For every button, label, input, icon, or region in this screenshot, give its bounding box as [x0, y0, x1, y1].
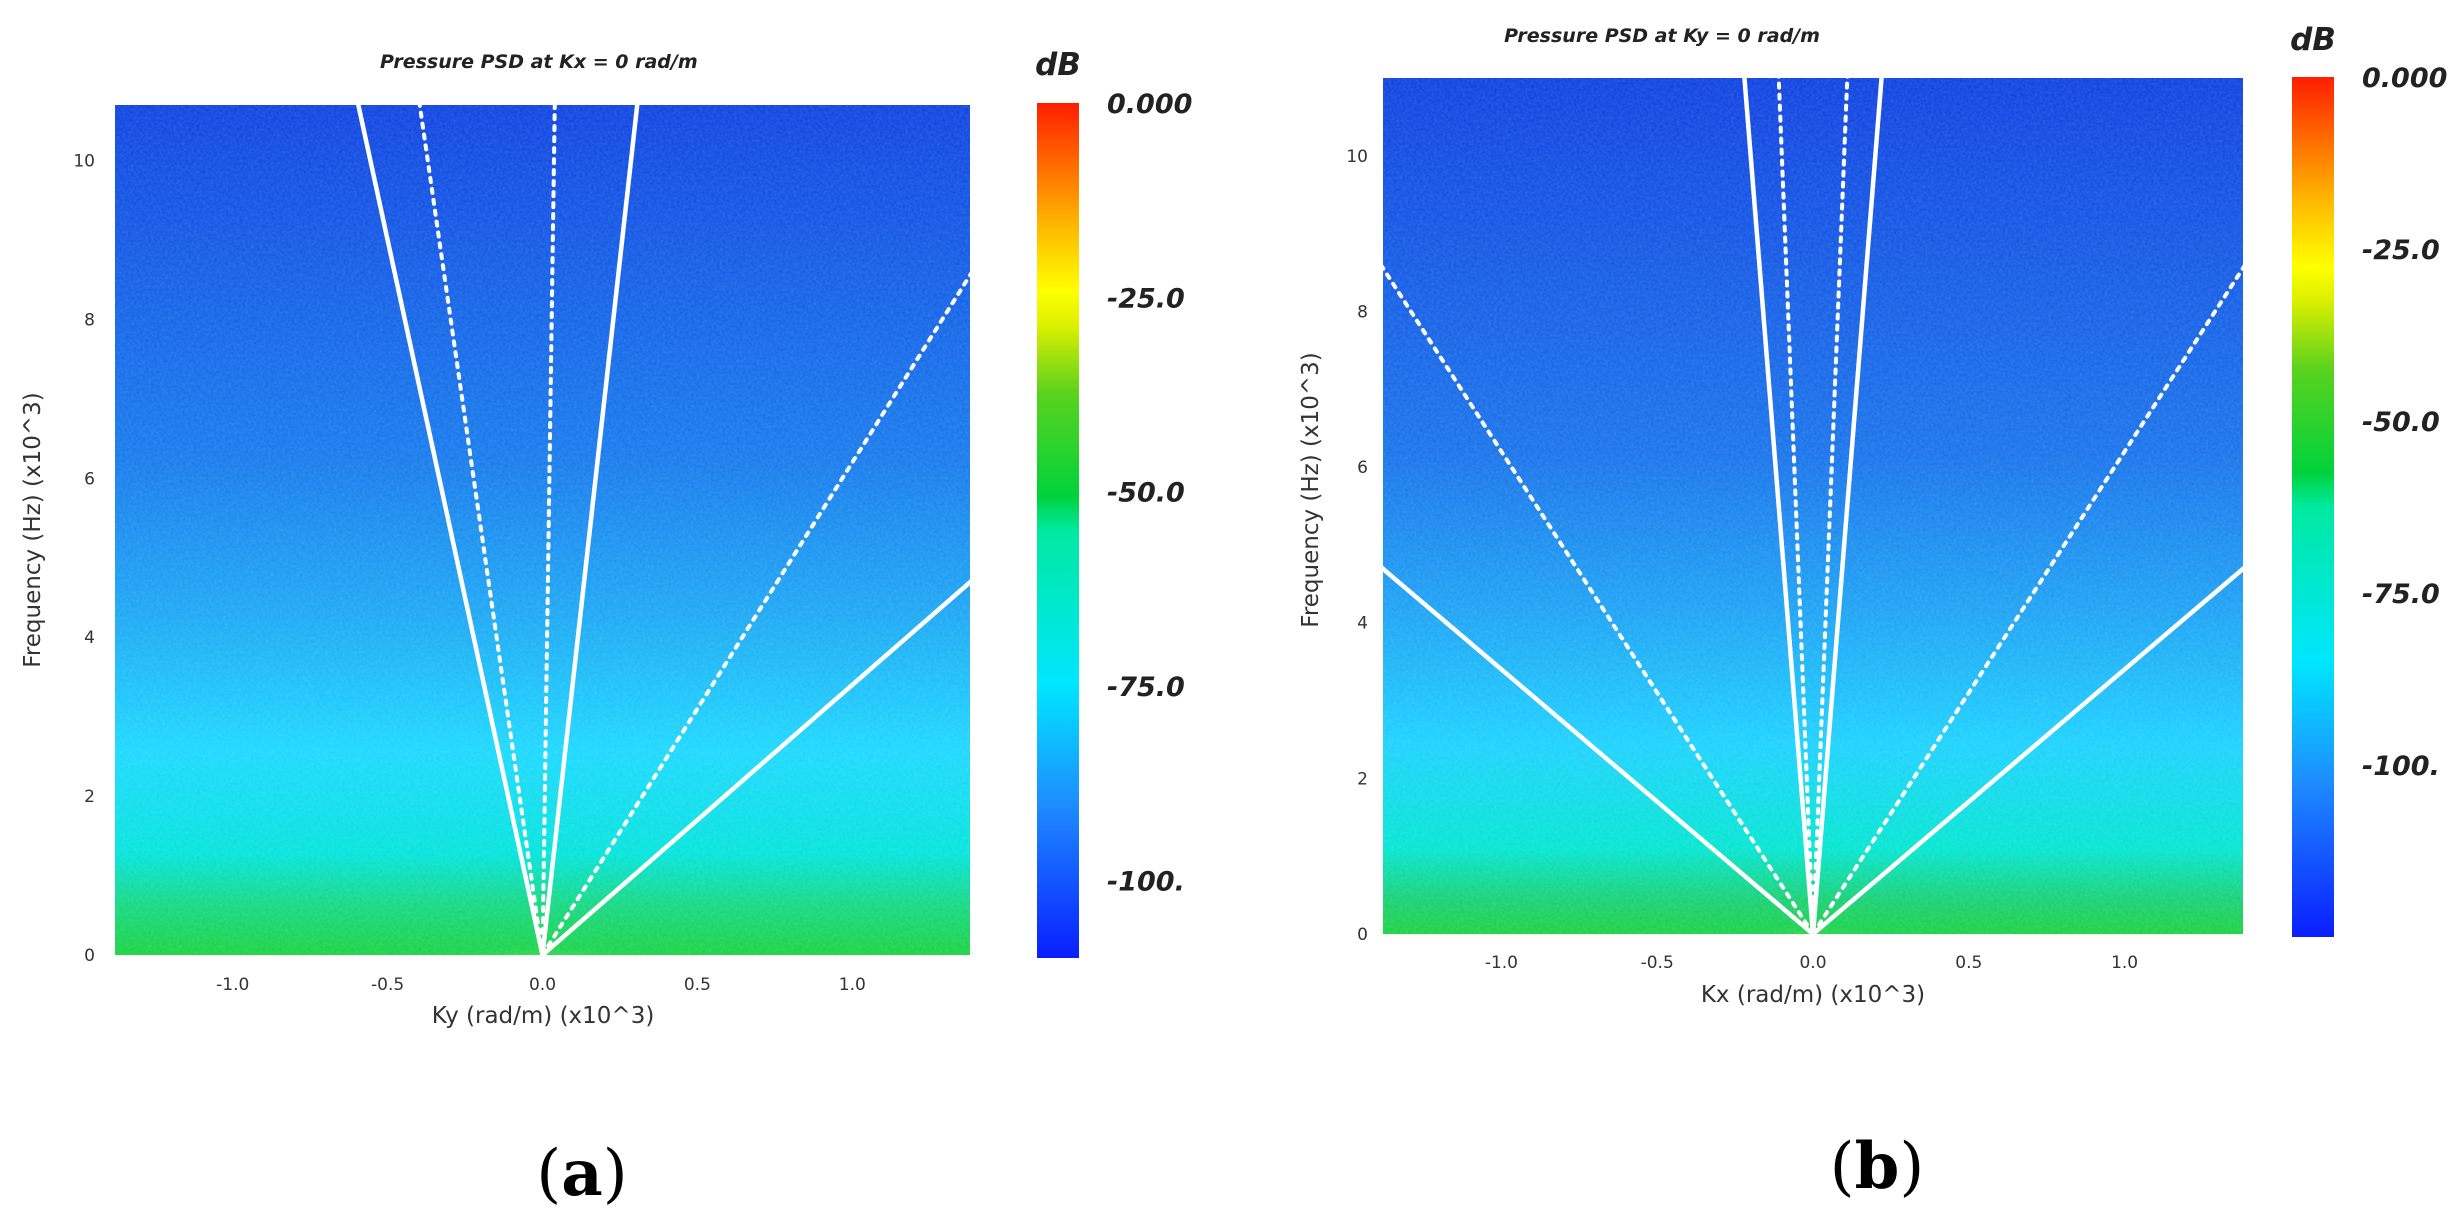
colorbar-tick-label: -50.0 — [2362, 407, 2440, 438]
colorbar-tick-label: -25.0 — [1107, 283, 1185, 314]
plot-title: Pressure PSD at Ky = 0 rad/m — [1504, 25, 1820, 47]
colorbar-tick-label: -50.0 — [1107, 478, 1185, 509]
heatmap-noise — [115, 105, 970, 955]
y-tick-label: 2 — [84, 787, 95, 807]
dotted-overlay-line — [1811, 78, 1850, 934]
solid-overlay-line — [541, 579, 970, 955]
y-tick-label: 4 — [84, 628, 95, 648]
colorbar-tick-label: 0.000 — [2362, 63, 2447, 94]
plot-title: Pressure PSD at Kx = 0 rad/m — [380, 51, 698, 73]
colorbar-unit: dB — [1035, 47, 1081, 83]
dotted-overlay-line — [1776, 78, 1815, 934]
x-tick-label: -0.5 — [371, 975, 404, 995]
colorbar-unit: dB — [2290, 22, 2336, 58]
x-axis-ticks: -1.0 -0.5 0.0 0.5 1.0 — [216, 975, 866, 995]
y-tick-label: 0 — [1357, 925, 1368, 945]
colorbar-tick-label: -25.0 — [2362, 235, 2440, 266]
colorbar-ticks: 0.000 -25.0 -50.0 -75.0 -100. — [2362, 63, 2447, 782]
overlay-lines — [356, 105, 970, 955]
colorbar-tick-label: -75.0 — [1107, 672, 1185, 703]
y-axis-label: Frequency (Hz) (x10^3) — [20, 392, 46, 667]
solid-overlay-line — [1811, 565, 2243, 934]
y-tick-label: 2 — [1357, 769, 1368, 789]
x-tick-label: -1.0 — [1485, 953, 1518, 973]
heatmap-b — [1383, 78, 2243, 934]
x-tick-label: 0.5 — [1955, 953, 1982, 973]
colorbar-tick-label: 0.000 — [1107, 89, 1192, 120]
y-tick-label: 10 — [1346, 147, 1368, 167]
solid-overlay-line — [1810, 78, 1884, 934]
colorbar: dB 0.000 -25.0 -50.0 -75.0 -100. — [2290, 22, 2447, 937]
dotted-overlay-line — [540, 105, 557, 955]
x-axis-label: Kx (rad/m) (x10^3) — [1701, 982, 1925, 1008]
y-tick-label: 6 — [1357, 458, 1368, 478]
colorbar-tick-label: -75.0 — [2362, 579, 2440, 610]
panel-a: Pressure PSD at Kx = 0 rad/m -1.0 -0.5 0.0… — [20, 47, 1192, 1211]
dotted-overlay-line — [540, 271, 970, 955]
heatmap-a — [115, 105, 970, 955]
colorbar-gradient — [2292, 77, 2334, 937]
y-tick-label: 4 — [1357, 614, 1368, 634]
heatmap-noise — [1383, 78, 2243, 934]
y-tick-label: 0 — [84, 946, 95, 966]
panel-caption: (a) — [536, 1136, 627, 1211]
colorbar-ticks: 0.000 -25.0 -50.0 -75.0 -100. — [1107, 89, 1192, 897]
solid-overlay-line — [540, 105, 640, 955]
x-tick-label: -0.5 — [1641, 953, 1674, 973]
y-axis-label: Frequency (Hz) (x10^3) — [1298, 352, 1324, 627]
x-tick-label: 0.0 — [529, 975, 556, 995]
x-tick-label: 1.0 — [2111, 953, 2138, 973]
panel-b: Pressure PSD at Ky = 0 rad/m -1.0 -0.5 0.0… — [1298, 22, 2447, 1204]
x-tick-label: 0.5 — [684, 975, 711, 995]
colorbar-gradient — [1037, 103, 1079, 958]
solid-overlay-line — [1383, 565, 1815, 934]
x-tick-label: 1.0 — [839, 975, 866, 995]
colorbar: dB 0.000 -25.0 -50.0 -75.0 -100. — [1035, 47, 1192, 958]
solid-overlay-line — [1742, 78, 1816, 934]
y-axis-ticks: 0 2 4 6 8 10 — [73, 152, 95, 966]
dotted-overlay-line — [1811, 264, 2243, 934]
x-axis-ticks: -1.0 -0.5 0.0 0.5 1.0 — [1485, 953, 2138, 973]
x-tick-label: -1.0 — [216, 975, 249, 995]
overlay-lines — [1383, 78, 2243, 934]
y-tick-label: 8 — [1357, 302, 1368, 322]
y-axis-ticks: 0 2 4 6 8 10 — [1346, 147, 1368, 945]
y-tick-label: 8 — [84, 310, 95, 330]
y-tick-label: 6 — [84, 469, 95, 489]
x-axis-label: Ky (rad/m) (x10^3) — [432, 1003, 655, 1029]
y-tick-label: 10 — [73, 152, 95, 172]
colorbar-tick-label: -100. — [1107, 866, 1185, 897]
panel-caption: (b) — [1830, 1129, 1925, 1204]
x-tick-label: 0.0 — [1799, 953, 1826, 973]
colorbar-tick-label: -100. — [2362, 751, 2440, 782]
solid-overlay-line — [356, 105, 545, 955]
dotted-overlay-line — [417, 105, 545, 955]
dotted-overlay-line — [1383, 264, 1815, 934]
